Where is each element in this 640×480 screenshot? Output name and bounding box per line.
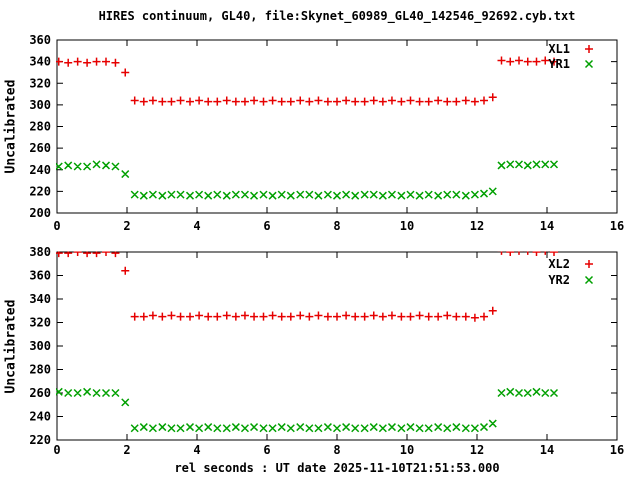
legend-cross-icon	[584, 59, 594, 69]
series-XL1-points	[56, 56, 558, 106]
y-tick-label: 380	[29, 245, 51, 259]
y-tick-label: 220	[29, 433, 51, 447]
y-axis-label-top-panel: Uncalibrated	[3, 79, 19, 174]
x-tick-label: 10	[400, 219, 414, 233]
y-tick-label: 240	[29, 410, 51, 424]
series-XL2-points	[56, 251, 558, 322]
y-tick-label: 280	[29, 120, 51, 134]
x-tick-label: 2	[123, 219, 130, 233]
x-tick-label: 0	[53, 443, 60, 457]
plot-panel-1: 0 2 4 6 8 10 12 14 16 200 220 240 260 280 300 320 340 360…	[29, 33, 624, 233]
legend-label-YR2: YR2	[548, 273, 570, 287]
x-tick-label: 6	[263, 219, 270, 233]
legend-plus-icon	[585, 45, 593, 53]
y-tick-label: 340	[29, 55, 51, 69]
y-tick-label: 300	[29, 98, 51, 112]
y-tick-label: 260	[29, 386, 51, 400]
x-tick-label: 4	[193, 443, 200, 457]
series-YR2-points	[56, 387, 559, 433]
x-tick-label: 8	[333, 219, 340, 233]
y-tick-label: 280	[29, 363, 51, 377]
plot-panel-2: 0 2 4 6 8 10 12 14 16 220 240 260 280 300 320 340 360 380…	[29, 245, 624, 457]
x-tick-label: 0	[53, 219, 60, 233]
x-tick-label: 16	[610, 219, 624, 233]
y-tick-label: 200	[29, 206, 51, 220]
series-YR1-points	[56, 160, 559, 200]
legend-cross-icon	[584, 275, 594, 285]
y-tick-label: 340	[29, 292, 51, 306]
legend-plus-icon	[585, 260, 593, 268]
panel-1-tick-marks	[56, 39, 618, 214]
panel-1-frame	[56, 39, 618, 214]
y-tick-label: 260	[29, 141, 51, 155]
y-tick-label: 320	[29, 76, 51, 90]
y-tick-label: 360	[29, 33, 51, 47]
x-tick-label: 12	[470, 219, 484, 233]
x-tick-label: 2	[123, 443, 130, 457]
series-XL1	[56, 56, 558, 106]
legend-label-XL1: XL1	[548, 42, 570, 56]
y-tick-label: 300	[29, 339, 51, 353]
series-YR2	[56, 387, 559, 433]
y-tick-label: 360	[29, 269, 51, 283]
y-tick-label: 240	[29, 163, 51, 177]
x-tick-label: 10	[400, 443, 414, 457]
y-tick-label: 320	[29, 316, 51, 330]
y-tick-label: 220	[29, 184, 51, 198]
chart-title: HIRES continuum, GL40, file:Skynet_60989…	[98, 9, 576, 23]
series-YR1	[56, 160, 559, 200]
panel-2-tick-marks	[56, 251, 618, 441]
x-tick-label: 6	[263, 443, 270, 457]
x-axis-label: rel seconds : UT date 2025-11-10T21:51:5…	[174, 461, 500, 475]
x-tick-label: 16	[610, 443, 624, 457]
x-tick-label: 12	[470, 443, 484, 457]
x-tick-label: 14	[540, 443, 554, 457]
legend-label-YR1: YR1	[548, 57, 570, 71]
legend-label-XL2: XL2	[548, 257, 570, 271]
x-tick-label: 14	[540, 219, 554, 233]
x-tick-label: 8	[333, 443, 340, 457]
series-XL2	[56, 251, 558, 322]
y-axis-label-bottom-panel: Uncalibrated	[3, 299, 19, 394]
panel-2-frame	[56, 251, 618, 441]
x-tick-label: 4	[193, 219, 200, 233]
